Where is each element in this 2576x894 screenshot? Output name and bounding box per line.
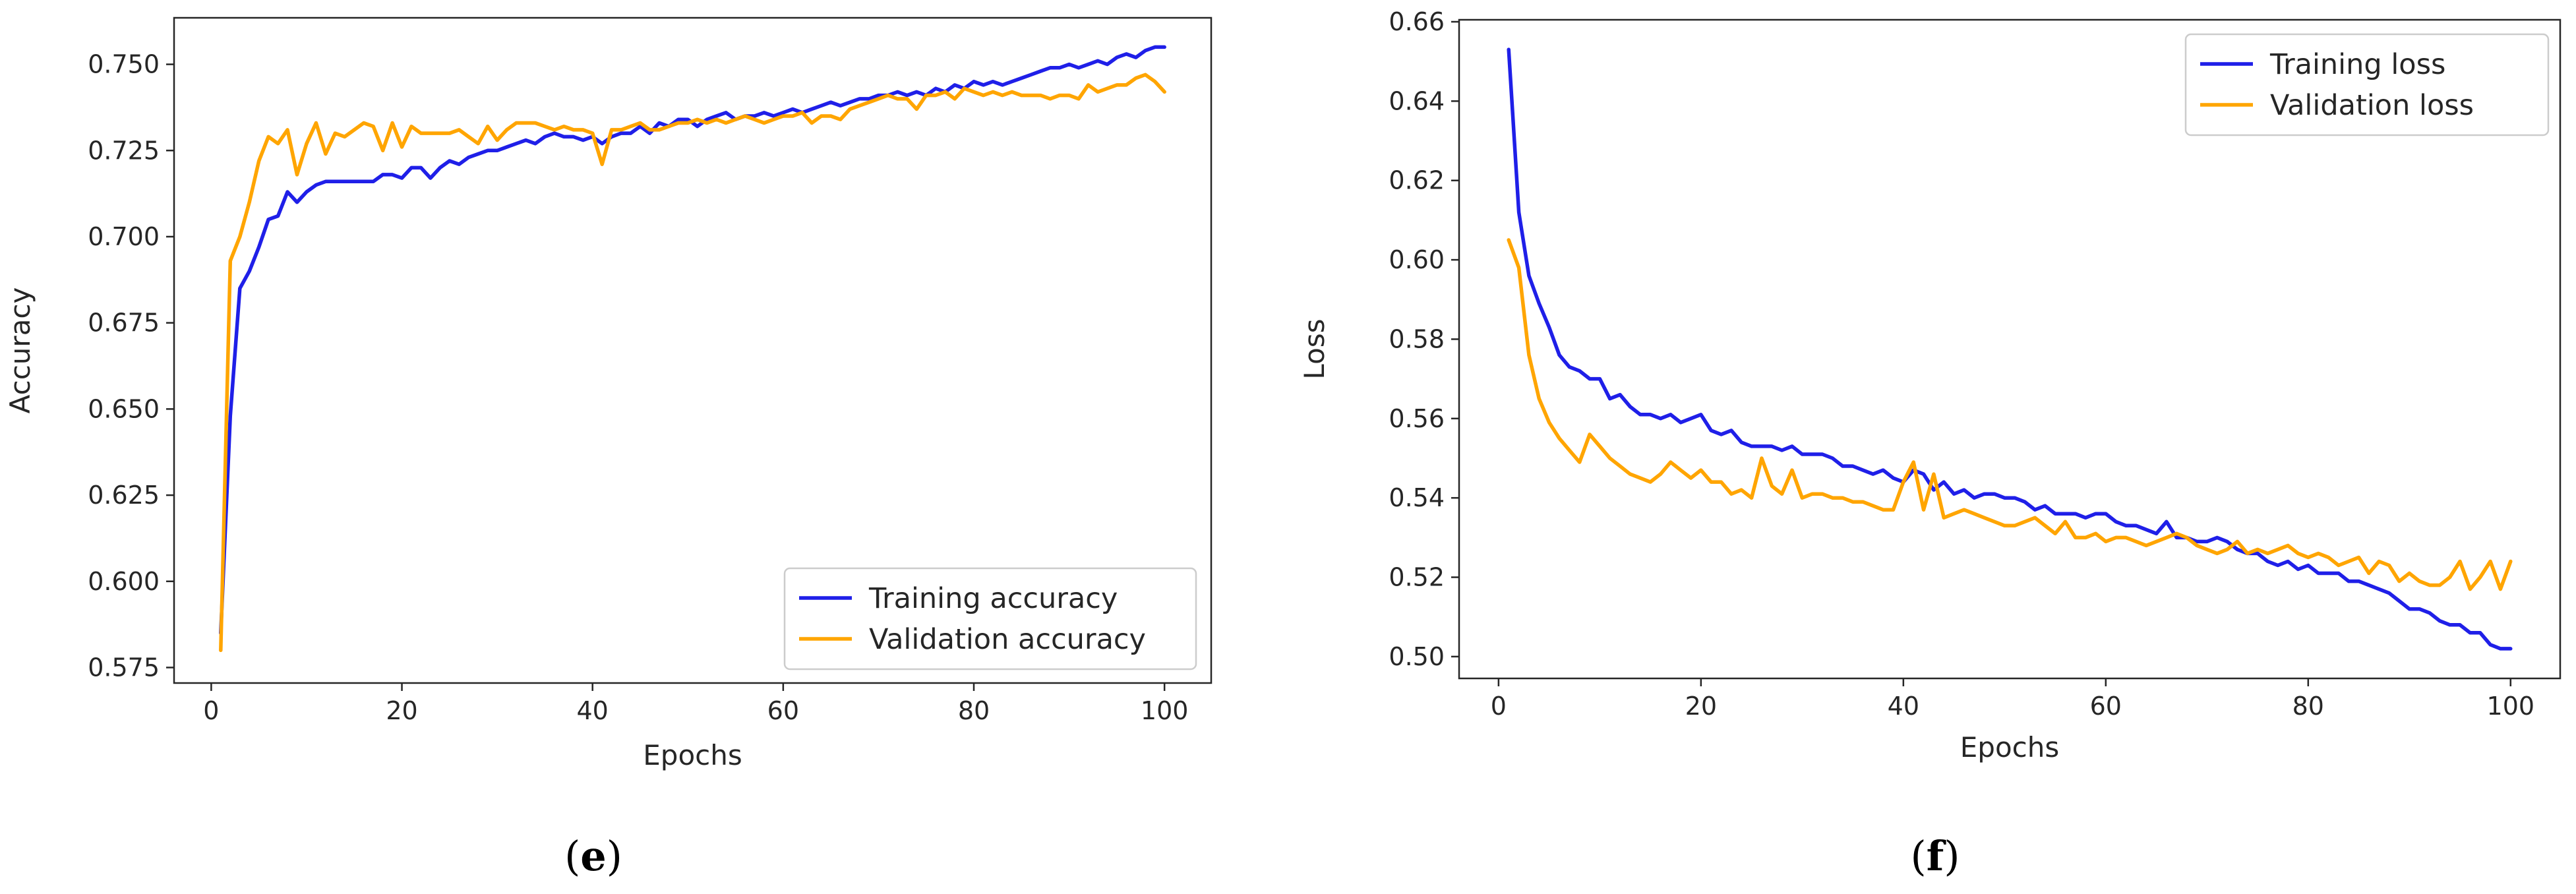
x-tick-label: 0 <box>1491 692 1507 721</box>
y-tick-label: 0.52 <box>1389 563 1445 592</box>
x-tick-label: 40 <box>1888 692 1919 721</box>
y-tick-label: 0.50 <box>1389 642 1445 671</box>
x-tick-label: 20 <box>386 696 417 725</box>
legend-label: Training loss <box>2269 48 2445 81</box>
x-tick-label: 80 <box>2292 692 2324 721</box>
x-axis-label: Epochs <box>1960 731 2060 763</box>
panel-label: (e) <box>564 832 622 880</box>
plot-frame <box>1458 18 2561 680</box>
y-tick-label: 0.750 <box>88 50 160 79</box>
legend-label: Validation loss <box>2270 89 2474 122</box>
panel-label-letter: e <box>580 832 606 880</box>
y-tick-label: 0.650 <box>88 394 160 423</box>
y-tick-label: 0.58 <box>1389 324 1445 353</box>
y-axis-label: Loss <box>1298 318 1331 379</box>
y-tick-label: 0.60 <box>1389 245 1445 274</box>
x-tick-label: 60 <box>2090 692 2122 721</box>
y-tick-label: 0.675 <box>88 309 160 338</box>
chart-panel-e: 0 20 40 60 80 100 0.575 0.600 0.625 0.650 0.675 0.7… <box>4 16 1213 880</box>
y-tick-label: 0.700 <box>88 222 160 251</box>
x-tick-label: 100 <box>1141 696 1189 725</box>
legend-box <box>783 567 1197 670</box>
y-tick-label: 0.62 <box>1389 166 1445 195</box>
plot-frame <box>173 16 1213 684</box>
panel-label-letter: f <box>1927 832 1946 880</box>
y-tick-label: 0.66 <box>1389 7 1445 36</box>
x-tick-label: 40 <box>577 696 609 725</box>
panel-label-open-paren: ( <box>1910 832 1926 880</box>
x-tick-label: 0 <box>203 696 219 725</box>
y-tick-label: 0.625 <box>88 481 160 510</box>
series-line-validation-accuracy <box>219 73 1166 653</box>
series-line-training-accuracy <box>219 45 1166 635</box>
x-tick-label: 20 <box>1685 692 1717 721</box>
y-tick-label: 0.56 <box>1389 404 1445 433</box>
y-tick-label: 0.64 <box>1389 86 1445 115</box>
y-tick-label: 0.575 <box>88 653 160 682</box>
legend: Training accuracy Validation accuracy <box>783 567 1197 670</box>
y-tick-label: 0.725 <box>88 136 160 165</box>
panel-label: (f) <box>1910 832 1960 880</box>
chart-panel-f: 0 20 40 60 80 100 0.50 0.52 0.54 0.56 0.58 0.60 0.62… <box>1298 7 2561 880</box>
x-tick-label: 60 <box>767 696 799 725</box>
y-tick-label: 0.600 <box>88 567 160 596</box>
y-axis-label: Accuracy <box>4 287 36 414</box>
panel-label-close-paren: ) <box>1944 832 1960 880</box>
x-tick-label: 100 <box>2487 692 2535 721</box>
legend-label: Training accuracy <box>868 582 1118 615</box>
legend: Training loss Validation loss <box>2184 33 2550 136</box>
legend-label: Validation accuracy <box>869 623 1146 656</box>
panel-label-open-paren: ( <box>564 832 580 880</box>
y-tick-label: 0.54 <box>1389 483 1445 512</box>
legend-box <box>2184 33 2550 136</box>
x-axis-label: Epochs <box>643 739 742 771</box>
panel-label-close-paren: ) <box>607 832 622 880</box>
series-line-training-loss <box>1507 47 2513 651</box>
series-line-validation-loss <box>1507 238 2513 591</box>
x-tick-label: 80 <box>958 696 990 725</box>
